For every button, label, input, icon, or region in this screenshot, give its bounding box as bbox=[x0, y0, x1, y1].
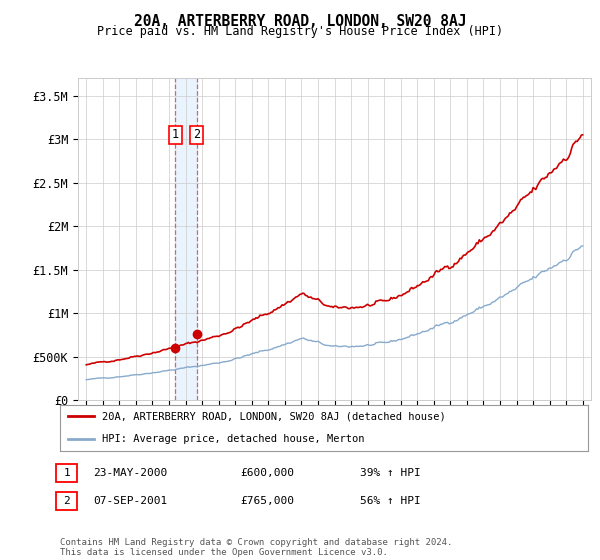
Bar bbox=[175, 78, 197, 400]
Text: 2: 2 bbox=[193, 128, 200, 142]
Text: 23-MAY-2000: 23-MAY-2000 bbox=[93, 468, 167, 478]
Text: 39% ↑ HPI: 39% ↑ HPI bbox=[360, 468, 421, 478]
Text: 1: 1 bbox=[63, 468, 70, 478]
Text: 1: 1 bbox=[172, 128, 179, 142]
Text: 20A, ARTERBERRY ROAD, LONDON, SW20 8AJ (detached house): 20A, ARTERBERRY ROAD, LONDON, SW20 8AJ (… bbox=[102, 412, 446, 421]
Text: £765,000: £765,000 bbox=[240, 496, 294, 506]
Text: Price paid vs. HM Land Registry's House Price Index (HPI): Price paid vs. HM Land Registry's House … bbox=[97, 25, 503, 38]
Text: 2: 2 bbox=[63, 496, 70, 506]
Text: Contains HM Land Registry data © Crown copyright and database right 2024.
This d: Contains HM Land Registry data © Crown c… bbox=[60, 538, 452, 557]
Text: 20A, ARTERBERRY ROAD, LONDON, SW20 8AJ: 20A, ARTERBERRY ROAD, LONDON, SW20 8AJ bbox=[134, 14, 466, 29]
Text: 07-SEP-2001: 07-SEP-2001 bbox=[93, 496, 167, 506]
Text: £600,000: £600,000 bbox=[240, 468, 294, 478]
Text: 56% ↑ HPI: 56% ↑ HPI bbox=[360, 496, 421, 506]
Text: HPI: Average price, detached house, Merton: HPI: Average price, detached house, Mert… bbox=[102, 435, 365, 444]
